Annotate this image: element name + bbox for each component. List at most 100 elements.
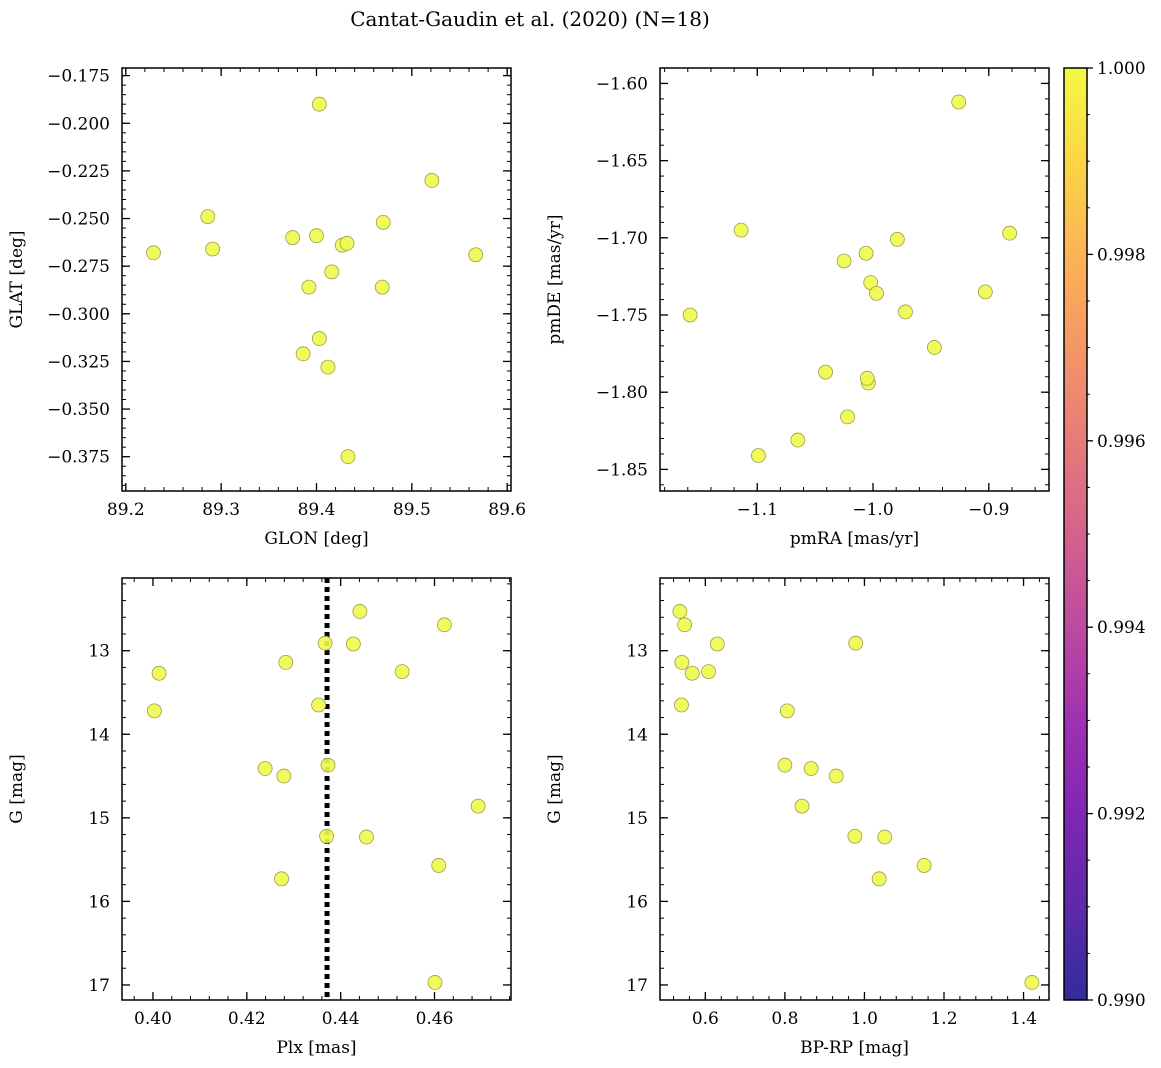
data-point xyxy=(877,829,893,845)
x-axis-label: pmRA [mas/yr] xyxy=(790,529,919,549)
data-point xyxy=(324,264,340,280)
y-tick-label: −0.200 xyxy=(47,114,110,134)
panel-plx-g: 0.40 0.42 0.44 0.46 13 14 15 16 17 Plx [mas] G [ma… xyxy=(7,577,512,1058)
panels: 89.2 89.3 89.4 89.5 89.6 −0.175 −0.200 −0.225 −0… xyxy=(7,67,1050,1058)
x-axis-label: BP-RP [mag] xyxy=(800,1038,909,1058)
data-point xyxy=(427,975,443,990)
data-point xyxy=(672,604,688,619)
data-point xyxy=(301,279,317,295)
data-point xyxy=(848,635,864,651)
y-tick-label: −1.70 xyxy=(596,229,648,249)
axes-frame xyxy=(121,577,512,1001)
y-axis-label: GLAT [deg] xyxy=(7,230,27,328)
data-point xyxy=(352,604,368,619)
panel-pmra-pmde: −1.1 −1.0 −0.9 −1.60 −1.65 −1.70 −1.75 −1.80 −1.… xyxy=(545,67,1050,549)
colorbar-tick-label: 0.994 xyxy=(1097,618,1146,638)
data-point xyxy=(951,94,967,110)
data-point xyxy=(751,448,766,463)
data-point xyxy=(200,209,216,225)
y-axis-label: pmDE [mas/yr] xyxy=(545,214,565,344)
data-point xyxy=(309,228,324,244)
data-point xyxy=(311,331,327,346)
data-point xyxy=(916,858,932,873)
y-tick-label: −0.375 xyxy=(47,448,110,468)
data-point xyxy=(374,279,390,295)
y-tick-label: 13 xyxy=(626,642,648,662)
colorbar-gradient xyxy=(1063,67,1088,1001)
x-tick-label: 1.0 xyxy=(851,1009,878,1029)
axes-frame xyxy=(121,67,512,492)
data-point xyxy=(436,617,452,633)
data-point xyxy=(674,655,690,670)
data-point xyxy=(701,664,716,679)
data-point xyxy=(674,697,689,713)
y-tick-label: −0.275 xyxy=(47,257,110,277)
data-point xyxy=(794,798,810,814)
x-tick-label: 89.2 xyxy=(107,500,145,520)
x-axis-label: Plx [mas] xyxy=(276,1038,356,1058)
x-tick-label: 0.46 xyxy=(416,1009,454,1029)
data-point xyxy=(257,761,273,776)
colorbar-tick-label: 0.992 xyxy=(1097,805,1146,825)
y-tick-label: 13 xyxy=(88,642,110,662)
data-point xyxy=(828,768,844,784)
data-point xyxy=(898,304,913,320)
data-point xyxy=(431,858,447,873)
data-point xyxy=(320,359,336,375)
y-axis-label: G [mag] xyxy=(7,754,27,823)
data-point xyxy=(468,247,484,263)
data-point xyxy=(278,655,294,670)
x-tick-label: −1.0 xyxy=(852,500,893,520)
data-point xyxy=(470,798,486,814)
y-tick-label: 16 xyxy=(626,892,648,912)
x-tick-label: 0.40 xyxy=(134,1009,172,1029)
y-tick-label: 15 xyxy=(626,809,648,829)
y-tick-label: −1.65 xyxy=(596,152,648,172)
y-tick-label: −1.80 xyxy=(596,383,648,403)
data-point xyxy=(295,346,311,362)
y-tick-label: −0.175 xyxy=(47,67,110,87)
y-tick-label: −1.85 xyxy=(596,460,648,480)
data-point xyxy=(274,871,289,887)
data-point xyxy=(151,665,167,681)
data-point xyxy=(276,768,292,784)
y-tick-label: 16 xyxy=(88,892,110,912)
colorbar: 1.000 0.998 0.996 0.994 0.992 0.990 xyxy=(1063,59,1146,1011)
y-tick-label: −0.325 xyxy=(47,352,110,372)
data-point xyxy=(682,307,698,323)
data-point xyxy=(871,871,887,887)
axes-frame xyxy=(659,577,1050,1001)
data-point xyxy=(319,828,334,844)
data-point xyxy=(1024,975,1040,990)
data-point xyxy=(803,761,819,776)
data-point xyxy=(359,829,374,845)
data-point xyxy=(840,409,855,425)
y-tick-label: 14 xyxy=(88,725,110,745)
figure-title: Cantat-Gaudin et al. (2020) (N=18) xyxy=(350,7,710,31)
data-point xyxy=(889,231,905,247)
x-tick-label: −0.9 xyxy=(968,500,1009,520)
data-point xyxy=(320,757,336,773)
data-point xyxy=(311,697,327,713)
data-point xyxy=(977,284,993,300)
data-point xyxy=(1002,225,1018,241)
data-point xyxy=(777,757,793,773)
data-point xyxy=(869,285,884,301)
y-tick-label: −0.225 xyxy=(47,162,110,182)
data-point xyxy=(339,235,355,251)
data-point xyxy=(375,214,391,230)
x-tick-label: 89.5 xyxy=(393,500,431,520)
data-point xyxy=(818,364,833,380)
data-point xyxy=(779,703,795,719)
colorbar-tick-label: 0.990 xyxy=(1097,991,1146,1011)
y-tick-label: 15 xyxy=(88,809,110,829)
data-point xyxy=(340,449,356,465)
data-point xyxy=(858,245,874,261)
data-point xyxy=(285,230,301,245)
x-tick-label: 0.42 xyxy=(228,1009,266,1029)
panel-bprp-g: 0.6 0.8 1.0 1.2 1.4 13 14 15 16 17 BP-RP [mag] G [m… xyxy=(545,577,1050,1058)
colorbar-tick-label: 1.000 xyxy=(1097,59,1146,79)
x-tick-label: −1.1 xyxy=(737,500,778,520)
data-point xyxy=(311,96,327,112)
